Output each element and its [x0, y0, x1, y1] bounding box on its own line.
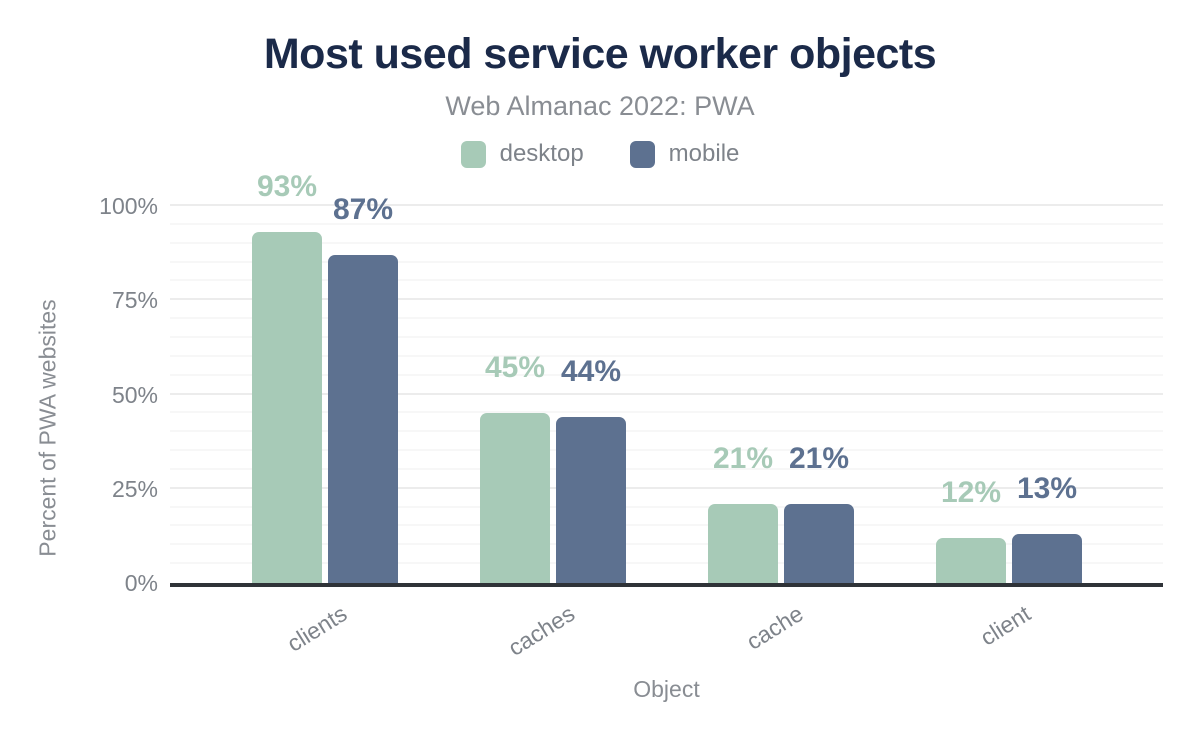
bar-desktop-client[interactable]	[936, 537, 1006, 583]
minor-gridline-90	[170, 241, 1163, 244]
bar-desktop-caches[interactable]	[480, 413, 550, 583]
plot-area: 93% 87% 45% 44% 21% 21% 12% 13%	[170, 172, 1163, 587]
value-label-desktop-client: 12%	[940, 475, 1002, 509]
bar-desktop-clients[interactable]	[252, 232, 322, 583]
y-tick-0: 0%	[124, 570, 158, 596]
minor-gridline-70	[170, 317, 1163, 320]
value-label-desktop-clients: 93%	[256, 170, 318, 204]
mobile-swatch-icon	[629, 140, 655, 168]
value-label-mobile-client: 13%	[1016, 472, 1078, 505]
legend-item-desktop[interactable]: desktop	[460, 140, 584, 168]
value-label-mobile-clients: 87%	[332, 193, 394, 227]
minor-gridline-95	[170, 222, 1163, 225]
major-gridline-75	[170, 298, 1163, 301]
value-label-mobile-cache: 21%	[788, 441, 850, 475]
bar-mobile-cache[interactable]	[784, 503, 854, 583]
minor-gridline-35	[170, 449, 1163, 452]
minor-gridline-10	[170, 543, 1163, 546]
y-tick-25: 25%	[111, 475, 158, 502]
legend-label-mobile: mobile	[668, 140, 740, 167]
legend-item-mobile[interactable]: mobile	[629, 140, 740, 168]
minor-gridline-60	[170, 354, 1163, 357]
minor-gridline-45	[170, 411, 1163, 414]
bar-mobile-clients[interactable]	[328, 255, 398, 583]
legend: desktop mobile	[0, 140, 1200, 168]
chart-subtitle: Web Almanac 2022: PWA	[445, 91, 755, 121]
major-gridline-100	[170, 204, 1163, 206]
minor-gridline-20	[170, 505, 1163, 508]
bar-mobile-caches[interactable]	[556, 417, 626, 583]
x-tick-cache: cache	[741, 600, 808, 655]
value-label-mobile-caches: 44%	[560, 355, 622, 389]
y-tick-100: 100%	[99, 193, 158, 219]
value-label-desktop-cache: 21%	[712, 441, 774, 475]
minor-gridline-15	[170, 524, 1163, 527]
minor-gridline-40	[170, 430, 1163, 433]
major-gridline-25	[170, 486, 1163, 489]
minor-gridline-80	[170, 279, 1163, 282]
y-tick-75: 75%	[111, 287, 158, 314]
bar-desktop-cache[interactable]	[708, 503, 778, 583]
x-tick-caches: caches	[503, 600, 580, 661]
y-tick-50: 50%	[111, 381, 158, 408]
bar-mobile-client[interactable]	[1012, 534, 1082, 583]
minor-gridline-55	[170, 373, 1163, 376]
y-axis-title: Percent of PWA websites	[34, 299, 61, 557]
minor-gridline-85	[170, 260, 1163, 263]
minor-gridline-30	[170, 467, 1163, 470]
legend-label-desktop: desktop	[499, 140, 584, 167]
x-tick-client: client	[975, 600, 1036, 651]
x-tick-clients: clients	[282, 600, 352, 657]
value-label-desktop-caches: 45%	[484, 351, 546, 385]
major-gridline-50	[170, 392, 1163, 395]
chart-title: Most used service worker objects	[263, 30, 937, 78]
desktop-swatch-icon	[460, 140, 486, 168]
minor-gridline-65	[170, 335, 1163, 338]
x-axis-title: Object	[633, 676, 700, 702]
minor-gridline-5	[170, 562, 1163, 565]
